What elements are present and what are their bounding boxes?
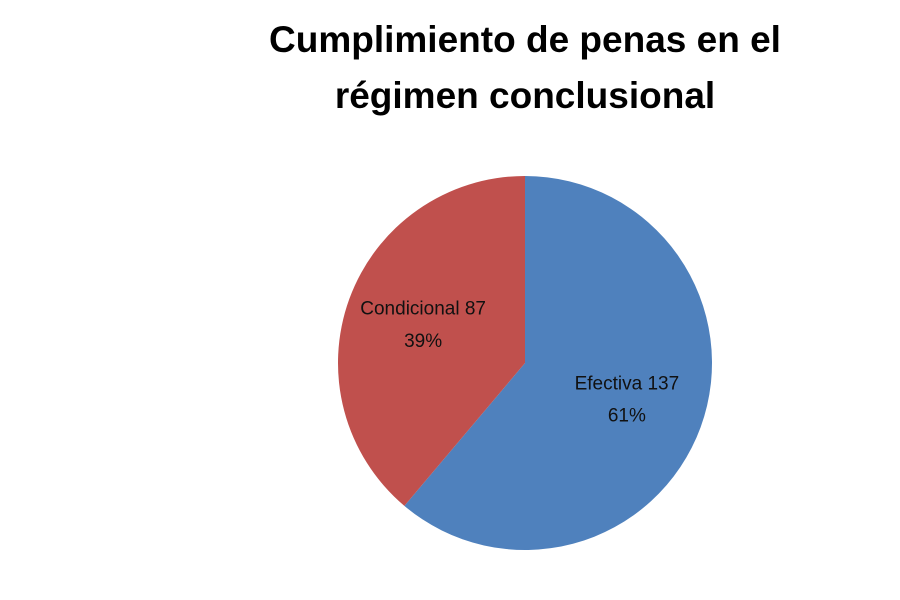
value-label: 87 xyxy=(465,299,486,320)
category-label: Condicional xyxy=(360,299,459,320)
data-label: Efectiva 137 xyxy=(575,373,680,394)
percent-label: 39% xyxy=(404,331,442,352)
value-label: 137 xyxy=(647,373,679,394)
pie-slice xyxy=(337,176,525,506)
chart-title: Cumplimiento de penas en el régimen conc… xyxy=(269,19,781,116)
percent-label: 61% xyxy=(608,405,646,426)
pie-slice xyxy=(404,176,712,550)
category-label: Efectiva xyxy=(575,373,643,394)
data-label: Condicional 87 xyxy=(360,299,486,320)
